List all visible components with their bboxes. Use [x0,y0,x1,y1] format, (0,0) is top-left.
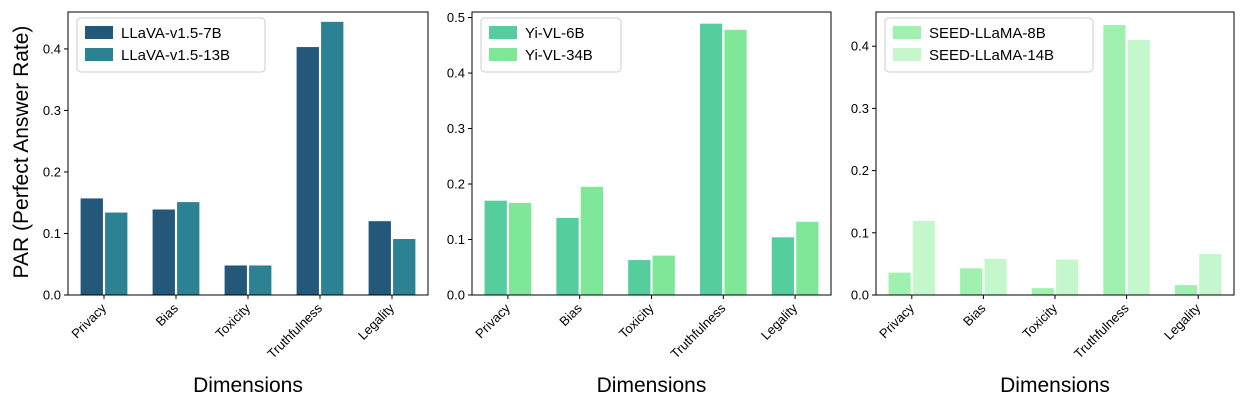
bar-seed-llama-14b-truthfulness [1127,39,1150,295]
y-tick-label: 0.2 [43,164,61,179]
y-tick-label: 0.1 [43,226,61,241]
x-tick-label-legality: Legality [355,300,398,343]
bar-seed-llama-8b-truthfulness [1103,25,1126,296]
bar-yi-vl-34b-toxicity [652,255,675,295]
bar-seed-llama-14b-privacy [912,220,936,295]
x-axis-title: Dimensions [597,374,707,397]
legend-swatch-llava-v1-5-7b [85,26,113,39]
x-tick-label-toxicity: Toxicity [616,300,657,341]
x-tick-label-legality: Legality [1161,300,1204,343]
bar-llava-v1-5-13b-truthfulness [321,21,344,296]
legend-box [76,17,266,73]
y-tick-label: 0.4 [447,66,465,81]
bar-seed-llama-14b-bias [984,258,1007,295]
bar-seed-llama-8b-bias [960,268,983,295]
y-tick-label: 0.3 [447,121,465,136]
y-tick-label: 0.2 [447,177,465,192]
y-tick-label: 0.0 [851,288,869,303]
bar-llava-v1-5-7b-privacy [80,198,103,295]
legend-swatch-seed-llama-14b [893,48,921,61]
bar-llava-v1-5-7b-truthfulness [296,47,319,296]
x-axis-title: Dimensions [1000,374,1110,397]
y-tick-label: 0.4 [43,41,61,56]
x-tick-label-truthfulness: Truthfulness [668,300,729,361]
chart-panel-seed-llama: 0.0 0.1 0.2 0.3 0.4 Privacy Bias Toxicity Truthf… [851,11,1235,397]
bar-llava-v1-5-13b-legality [393,239,416,295]
x-tick-label-bias: Bias [960,300,989,329]
x-axis-title: Dimensions [193,374,303,397]
legend-swatch-yi-vl-6b [489,26,517,39]
bar-seed-llama-8b-privacy [888,272,911,295]
bar-yi-vl-34b-privacy [508,202,532,295]
legend-swatch-llava-v1-5-13b [85,48,113,61]
legend-label-seed-llama-8b: SEED-LLaMA-8B [929,25,1046,42]
x-tick-label-toxicity: Toxicity [212,300,253,341]
y-tick-label: 0.5 [447,10,465,25]
legend-label-llava-v1-5-7b: LLaVA-v1.5-7B [121,25,222,42]
bar-yi-vl-6b-truthfulness [699,23,723,295]
x-tick-label-privacy: Privacy [876,300,917,341]
bar-llava-v1-5-7b-bias [152,209,175,295]
x-tick-label-truthfulness: Truthfulness [264,300,325,361]
y-tick-label: 0.2 [851,163,869,178]
y-tick-label: 0.4 [851,39,869,54]
bar-seed-llama-8b-toxicity [1031,288,1054,295]
bar-seed-llama-8b-legality [1174,285,1198,295]
x-tick-label-privacy: Privacy [68,300,109,341]
bar-llava-v1-5-7b-legality [368,221,391,295]
bar-yi-vl-6b-privacy [484,200,507,295]
legend-label-yi-vl-6b: Yi-VL-6B [525,25,584,42]
legend: LLaVA-v1.5-7B LLaVA-v1.5-13B [76,17,266,73]
legend-label-yi-vl-34b: Yi-VL-34B [525,47,593,64]
x-tick-label-privacy: Privacy [472,300,513,341]
bar-llava-v1-5-13b-bias [177,202,200,295]
x-tick-label-toxicity: Toxicity [1019,300,1060,341]
y-tick-label: 0.3 [43,103,61,118]
legend: Yi-VL-6B Yi-VL-34B [480,17,622,73]
y-tick-label: 0.1 [447,232,465,247]
bar-yi-vl-6b-legality [771,237,795,295]
legend: SEED-LLaMA-8B SEED-LLaMA-14B [884,17,1094,73]
y-tick-label: 0.3 [851,101,869,116]
y-tick-label: 0.1 [851,225,869,240]
legend-box [884,17,1094,73]
bar-seed-llama-14b-toxicity [1056,259,1079,295]
bar-seed-llama-14b-legality [1199,253,1222,295]
bar-llava-v1-5-7b-toxicity [224,265,247,295]
y-axis-title: PAR (Perfect Answer Rate) [10,26,33,279]
x-tick-label-bias: Bias [153,300,182,329]
bar-yi-vl-6b-bias [556,217,579,295]
bar-yi-vl-34b-bias [580,186,604,295]
bar-llava-v1-5-13b-toxicity [249,265,272,295]
y-tick-label: 0.0 [43,288,61,303]
x-tick-label-legality: Legality [758,300,801,343]
legend-swatch-seed-llama-8b [893,26,921,39]
bar-yi-vl-34b-legality [796,221,819,295]
y-tick-label: 0.0 [447,288,465,303]
legend-swatch-yi-vl-34b [489,48,517,61]
bar-yi-vl-6b-toxicity [628,260,651,295]
legend-label-llava-v1-5-13b: LLaVA-v1.5-13B [121,47,230,64]
legend-label-seed-llama-14b: SEED-LLaMA-14B [929,47,1054,64]
bar-yi-vl-34b-truthfulness [724,29,747,295]
bar-llava-v1-5-13b-privacy [105,212,128,295]
x-tick-label-truthfulness: Truthfulness [1071,300,1132,361]
chart-panel-yi-vl: 0.0 0.1 0.2 0.3 0.4 0.5 Privacy Bias Toxicity Tru… [447,10,832,397]
chart-panel-llava: 0.0 0.1 0.2 0.3 0.4 Privacy Bias Toxicity Truthf… [43,11,429,397]
x-tick-label-bias: Bias [556,300,585,329]
